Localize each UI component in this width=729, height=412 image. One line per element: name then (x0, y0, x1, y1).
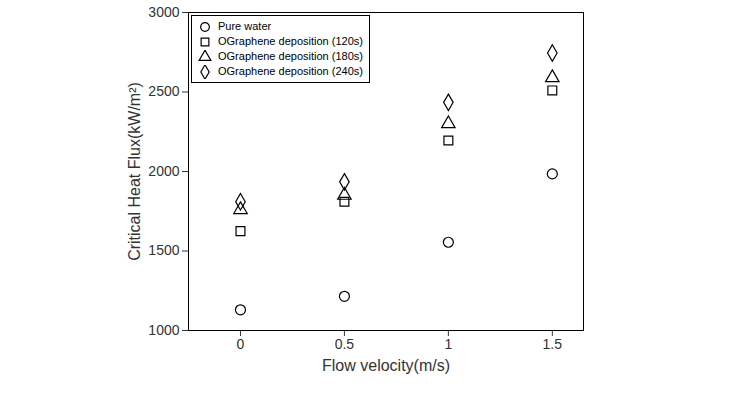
svg-text:0: 0 (237, 336, 245, 352)
svg-text:1000: 1000 (148, 322, 179, 338)
svg-text:2000: 2000 (148, 163, 179, 179)
svg-text:1500: 1500 (148, 242, 179, 258)
svg-text:1: 1 (444, 336, 452, 352)
svg-text:3000: 3000 (148, 4, 179, 20)
svg-text:Critical Heat Flux(kW/m²): Critical Heat Flux(kW/m²) (126, 82, 143, 261)
html-text:Pure water: Pure water (218, 20, 272, 32)
svg-text:1.5: 1.5 (543, 336, 563, 352)
html-text:OGraphene deposition (240s): OGraphene deposition (240s) (218, 65, 363, 77)
svg-text:2500: 2500 (148, 83, 179, 99)
svg-text:Flow velocity(m/s): Flow velocity(m/s) (322, 357, 450, 374)
svg-text:0.5: 0.5 (335, 336, 355, 352)
html-text:OGraphene deposition (120s): OGraphene deposition (120s) (218, 35, 363, 47)
html-text:OGraphene deposition (180s): OGraphene deposition (180s) (218, 50, 363, 62)
